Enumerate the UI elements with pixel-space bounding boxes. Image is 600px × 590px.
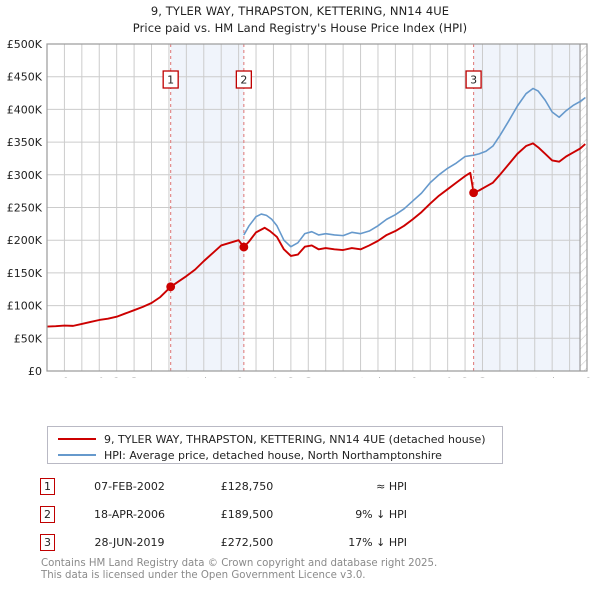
svg-text:1999: 1999 (111, 377, 124, 378)
svg-text:2011: 2011 (320, 377, 333, 378)
svg-text:2021: 2021 (494, 377, 507, 378)
svg-text:2015: 2015 (389, 377, 402, 378)
transaction-price-3: £272,500 (220, 535, 274, 549)
svg-text:1997: 1997 (76, 377, 89, 378)
legend-swatch-property (58, 438, 96, 440)
svg-text:£300K: £300K (7, 169, 43, 182)
svg-text:2024: 2024 (546, 377, 559, 378)
transaction-badge-3: 3 (40, 533, 55, 551)
svg-text:2019: 2019 (459, 377, 472, 378)
transaction-date-2: 18-APR-2006 (93, 507, 166, 521)
svg-text:£250K: £250K (7, 202, 43, 215)
svg-text:£450K: £450K (7, 71, 43, 84)
transaction-date-3: 28-JUN-2019 (94, 535, 165, 549)
legend-item-property: 9, TYLER WAY, THRAPSTON, KETTERING, NN14… (48, 431, 502, 447)
title-line-2: Price paid vs. HM Land Registry's House … (132, 21, 468, 35)
svg-text:2005: 2005 (215, 377, 228, 378)
svg-text:2003: 2003 (180, 377, 193, 378)
svg-text:2020: 2020 (476, 377, 489, 378)
page-title: 9, TYLER WAY, THRAPSTON, KETTERING, NN14… (0, 3, 600, 37)
svg-text:2004: 2004 (198, 377, 211, 378)
transaction-badge-1: 1 (40, 477, 55, 495)
footer-line-1: Contains HM Land Registry data © Crown c… (41, 558, 438, 569)
svg-text:£350K: £350K (7, 136, 43, 149)
svg-text:1998: 1998 (93, 377, 106, 378)
svg-text:1: 1 (167, 74, 174, 87)
svg-text:2017: 2017 (424, 377, 437, 378)
svg-text:£500K: £500K (7, 38, 43, 51)
svg-text:2010: 2010 (302, 377, 315, 378)
transaction-badge-2: 2 (40, 505, 55, 523)
price-history-chart: 1995 1996 1997 1998 1999 2000 2001 2002 2003 2004… (0, 38, 600, 378)
table-row: 2 18-APR-2006 £189,500 9% ↓ HPI (40, 500, 470, 528)
svg-text:£400K: £400K (7, 103, 43, 116)
svg-text:£50K: £50K (14, 332, 43, 345)
table-row: 3 28-JUN-2019 £272,500 17% ↓ HPI (40, 528, 470, 556)
transaction-price-2: £189,500 (220, 507, 274, 521)
svg-text:2: 2 (240, 74, 247, 87)
svg-text:2007: 2007 (250, 377, 263, 378)
footer-line-2: This data is licensed under the Open Gov… (41, 570, 366, 581)
svg-text:2025: 2025 (564, 377, 577, 378)
legend-item-hpi: HPI: Average price, detached house, Nort… (48, 447, 502, 463)
svg-text:3: 3 (470, 74, 477, 87)
transaction-price-1: £128,750 (220, 479, 274, 493)
legend-label-hpi: HPI: Average price, detached house, Nort… (104, 448, 442, 462)
svg-text:2006: 2006 (233, 377, 246, 378)
attribution-footer: Contains HM Land Registry data © Crown c… (41, 558, 561, 582)
svg-text:£100K: £100K (7, 300, 43, 313)
svg-text:2023: 2023 (529, 377, 542, 378)
svg-text:2012: 2012 (337, 377, 350, 378)
svg-text:2001: 2001 (146, 377, 159, 378)
svg-text:2014: 2014 (372, 377, 385, 378)
svg-text:2026: 2026 (581, 377, 594, 378)
svg-text:1995: 1995 (41, 377, 54, 378)
svg-text:2008: 2008 (267, 377, 280, 378)
chart-legend: 9, TYLER WAY, THRAPSTON, KETTERING, NN14… (47, 426, 503, 464)
svg-text:2002: 2002 (163, 377, 176, 378)
transaction-date-1: 07-FEB-2002 (94, 479, 165, 493)
transactions-table: 1 07-FEB-2002 £128,750 ≈ HPI 2 18-APR-20… (40, 472, 470, 556)
legend-label-property: 9, TYLER WAY, THRAPSTON, KETTERING, NN14… (104, 432, 486, 446)
svg-text:2013: 2013 (355, 377, 368, 378)
transaction-hpi-delta-3: 17% ↓ HPI (348, 535, 407, 549)
svg-text:£150K: £150K (7, 267, 43, 280)
svg-text:1996: 1996 (58, 377, 71, 378)
svg-text:£200K: £200K (7, 234, 43, 247)
legend-swatch-hpi (58, 454, 96, 456)
table-row: 1 07-FEB-2002 £128,750 ≈ HPI (40, 472, 470, 500)
transaction-hpi-delta-1: ≈ HPI (376, 479, 407, 493)
chart-svg: 1995 1996 1997 1998 1999 2000 2001 2002 2003 2004… (7, 38, 594, 378)
svg-text:2018: 2018 (442, 377, 455, 378)
transaction-hpi-delta-2: 9% ↓ HPI (355, 507, 407, 521)
svg-text:2022: 2022 (511, 377, 524, 378)
svg-text:£0: £0 (28, 365, 42, 378)
svg-text:2016: 2016 (407, 377, 420, 378)
svg-text:2009: 2009 (285, 377, 298, 378)
svg-text:2000: 2000 (128, 377, 141, 378)
title-line-1: 9, TYLER WAY, THRAPSTON, KETTERING, NN14… (150, 4, 450, 18)
